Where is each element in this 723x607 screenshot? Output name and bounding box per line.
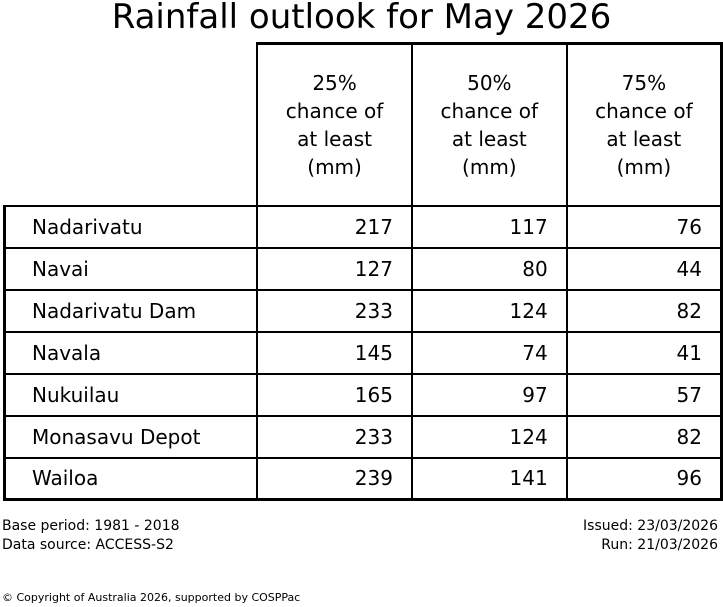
issued-date-text: Issued: 23/03/2026 — [583, 518, 718, 534]
station-name-cell: Navai — [3, 246, 259, 291]
footer-right-block: Issued: 23/03/2026 Run: 21/03/2026 — [583, 517, 718, 555]
station-name-cell: Nadarivatu — [3, 204, 259, 249]
rainfall-table: 25% chance of at least (mm) 50% chance o… — [3, 42, 723, 501]
station-name-cell: Nukuilau — [3, 372, 259, 417]
station-name-cell: Monasavu Depot — [3, 414, 259, 459]
value-cell-75pct: 82 — [565, 288, 723, 333]
station-name-cell: Navala — [3, 330, 259, 375]
page-title: Rainfall outlook for May 2026 — [111, 0, 612, 37]
footer-left-block: Base period: 1981 - 2018 Data source: AC… — [2, 517, 180, 555]
value-cell-25pct: 233 — [256, 288, 413, 333]
column-header-75pct: 75% chance of at least (mm) — [565, 42, 723, 207]
value-cell-25pct: 239 — [256, 456, 413, 501]
value-cell-75pct: 41 — [565, 330, 723, 375]
table-row: Nadarivatu Dam 233 124 82 — [3, 288, 723, 333]
column-header-25pct: 25% chance of at least (mm) — [256, 42, 413, 207]
value-cell-50pct: 80 — [410, 246, 568, 291]
value-cell-25pct: 165 — [256, 372, 413, 417]
value-cell-25pct: 233 — [256, 414, 413, 459]
station-name-cell: Wailoa — [3, 456, 259, 501]
value-cell-25pct: 217 — [256, 204, 413, 249]
value-cell-50pct: 74 — [410, 330, 568, 375]
value-cell-25pct: 127 — [256, 246, 413, 291]
table-row: Nukuilau 165 97 57 — [3, 372, 723, 417]
table-row: Navai 127 80 44 — [3, 246, 723, 291]
data-source-text: Data source: ACCESS-S2 — [2, 537, 174, 553]
station-name-cell: Nadarivatu Dam — [3, 288, 259, 333]
value-cell-50pct: 141 — [410, 456, 568, 501]
table-row: Monasavu Depot 233 124 82 — [3, 414, 723, 459]
table-row: Wailoa 239 141 96 — [3, 456, 723, 501]
table-row: Navala 145 74 41 — [3, 330, 723, 375]
value-cell-50pct: 117 — [410, 204, 568, 249]
header-row: 25% chance of at least (mm) 50% chance o… — [4, 42, 723, 207]
value-cell-75pct: 82 — [565, 414, 723, 459]
value-cell-75pct: 44 — [565, 246, 723, 291]
value-cell-75pct: 57 — [565, 372, 723, 417]
value-cell-75pct: 76 — [565, 204, 723, 249]
value-cell-25pct: 145 — [256, 330, 413, 375]
base-period-text: Base period: 1981 - 2018 — [2, 518, 180, 534]
value-cell-50pct: 97 — [410, 372, 568, 417]
blank-header-cell — [4, 43, 259, 207]
value-cell-50pct: 124 — [410, 288, 568, 333]
value-cell-75pct: 96 — [565, 456, 723, 501]
value-cell-50pct: 124 — [410, 414, 568, 459]
table-row: Nadarivatu 217 117 76 — [3, 204, 723, 249]
run-date-text: Run: 21/03/2026 — [601, 537, 718, 553]
column-header-50pct: 50% chance of at least (mm) — [410, 42, 568, 207]
copyright-text: © Copyright of Australia 2026, supported… — [2, 591, 301, 604]
